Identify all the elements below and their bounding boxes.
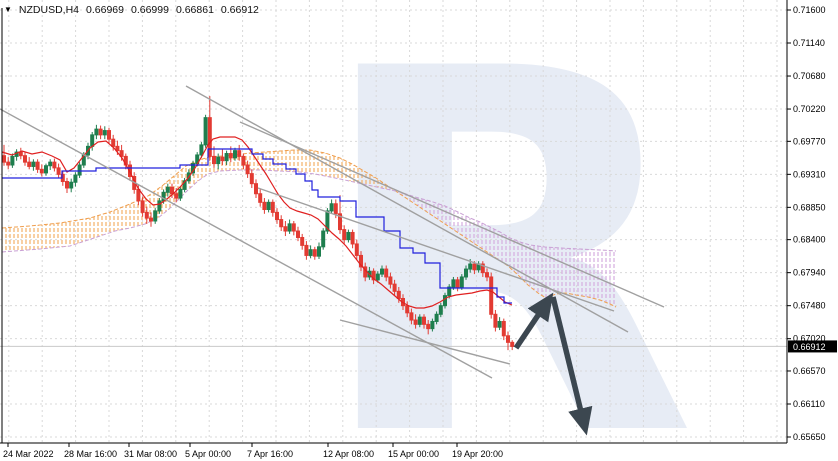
trendline-4[interactable] xyxy=(257,187,615,312)
senkou-span-b-line xyxy=(1,169,617,253)
time-scale: 24 Mar 2022 28 Mar 16:00 31 Mar 08:00 5 Apr… xyxy=(3,443,503,459)
svg-text:0.67480: 0.67480 xyxy=(793,301,826,311)
current-price-value: 0.66912 xyxy=(793,342,826,352)
symbol-dropdown-icon[interactable]: ▼ xyxy=(4,5,12,14)
symbol-timeframe: NZDUSD,H4 xyxy=(18,4,80,16)
svg-text:0.71600: 0.71600 xyxy=(793,5,826,15)
ichimoku-cloud-bearish xyxy=(388,186,616,307)
trendline-3[interactable] xyxy=(0,108,493,379)
svg-text:31 Mar 08:00: 31 Mar 08:00 xyxy=(124,449,177,459)
svg-text:5 Apr 00:00: 5 Apr 00:00 xyxy=(185,449,231,459)
svg-text:0.66110: 0.66110 xyxy=(793,399,825,409)
svg-text:0.71140: 0.71140 xyxy=(793,38,825,48)
svg-text:24 Mar 2022: 24 Mar 2022 xyxy=(3,449,54,459)
forecast-arrow-down[interactable] xyxy=(550,296,593,436)
kijun-sen-line xyxy=(2,148,512,304)
svg-text:0.70680: 0.70680 xyxy=(793,71,826,81)
ohlc-high: 0.66999 xyxy=(130,4,169,16)
tenkan-sen-line xyxy=(1,136,513,309)
ohlc-close: 0.66912 xyxy=(220,4,259,16)
svg-text:0.69770: 0.69770 xyxy=(793,136,826,146)
chart-title: ▼ NZDUSD,H4 0.66969 0.66999 0.66861 0.66… xyxy=(4,4,259,16)
svg-text:0.67940: 0.67940 xyxy=(793,268,826,278)
svg-text:0.66570: 0.66570 xyxy=(793,366,826,376)
svg-text:0.67020: 0.67020 xyxy=(793,334,826,344)
svg-text:0.65650: 0.65650 xyxy=(793,432,826,442)
svg-text:7 Apr 16:00: 7 Apr 16:00 xyxy=(247,449,293,459)
svg-text:15 Apr 00:00: 15 Apr 00:00 xyxy=(388,449,439,459)
ohlc-low: 0.66861 xyxy=(175,4,214,16)
broker-watermark: R xyxy=(312,0,697,461)
price-scale: 0.71600 0.71140 0.70680 0.70220 0.69770 0.693… xyxy=(787,5,826,442)
svg-text:0.68400: 0.68400 xyxy=(793,235,826,245)
svg-text:0.70220: 0.70220 xyxy=(793,104,826,114)
ichimoku-cloud-bullish xyxy=(2,150,388,252)
svg-text:12 Apr 08:00: 12 Apr 08:00 xyxy=(323,449,374,459)
forecast-arrow-up[interactable] xyxy=(513,292,554,350)
svg-text:0.68850: 0.68850 xyxy=(793,202,826,212)
svg-text:0.69310: 0.69310 xyxy=(793,169,826,179)
svg-text:19 Apr 20:00: 19 Apr 20:00 xyxy=(452,449,503,459)
ohlc-open: 0.66969 xyxy=(86,4,124,16)
trendline-2[interactable] xyxy=(239,121,665,308)
current-price-box xyxy=(788,340,837,353)
svg-text:28 Mar 16:00: 28 Mar 16:00 xyxy=(64,449,117,459)
trendline-5[interactable] xyxy=(339,319,511,365)
